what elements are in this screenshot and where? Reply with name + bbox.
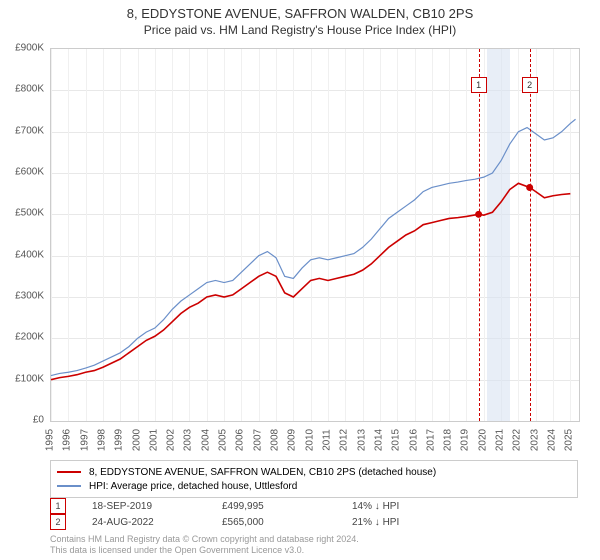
x-tick-label: 2022 (512, 429, 523, 451)
event-badge: 2 (50, 514, 66, 530)
y-tick-label: £400K (15, 249, 44, 260)
event-date: 24-AUG-2022 (92, 517, 222, 528)
x-tick-label: 1995 (45, 429, 56, 451)
legend-label: 8, EDDYSTONE AVENUE, SAFFRON WALDEN, CB1… (89, 467, 436, 478)
x-tick-label: 2006 (235, 429, 246, 451)
event-row: 2 24-AUG-2022£565,00021% ↓ HPI (50, 514, 578, 530)
legend-label: HPI: Average price, detached house, Uttl… (89, 481, 297, 492)
chart-subtitle: Price paid vs. HM Land Registry's House … (0, 21, 600, 37)
series-line-hpi (51, 119, 576, 375)
marker-badge: 1 (471, 77, 487, 93)
x-tick-label: 2001 (148, 429, 159, 451)
x-tick-label: 2023 (529, 429, 540, 451)
x-tick-label: 2012 (339, 429, 350, 451)
legend-swatch (57, 485, 81, 487)
x-tick-label: 2021 (495, 429, 506, 451)
x-tick-label: 2025 (564, 429, 575, 451)
legend-swatch (57, 471, 81, 473)
x-tick-label: 2010 (304, 429, 315, 451)
x-tick-label: 2019 (460, 429, 471, 451)
x-tick-label: 1997 (79, 429, 90, 451)
x-tick-label: 1999 (114, 429, 125, 451)
x-tick-label: 1996 (62, 429, 73, 451)
x-tick-label: 2003 (183, 429, 194, 451)
event-badge: 1 (50, 498, 66, 514)
marker-line (530, 49, 531, 421)
event-delta: 14% ↓ HPI (352, 501, 482, 512)
y-tick-label: £900K (15, 43, 44, 54)
legend-row: HPI: Average price, detached house, Uttl… (57, 479, 571, 493)
y-tick-label: £200K (15, 332, 44, 343)
marker-line (479, 49, 480, 421)
x-tick-label: 2024 (547, 429, 558, 451)
x-tick-label: 2008 (270, 429, 281, 451)
y-tick-label: £0 (33, 415, 44, 426)
y-tick-label: £700K (15, 125, 44, 136)
x-tick-label: 2017 (425, 429, 436, 451)
x-tick-label: 2002 (166, 429, 177, 451)
footer-line-2: This data is licensed under the Open Gov… (50, 545, 359, 556)
event-price: £565,000 (222, 517, 352, 528)
x-tick-label: 2005 (218, 429, 229, 451)
event-price: £499,995 (222, 501, 352, 512)
x-tick-label: 2009 (287, 429, 298, 451)
x-tick-label: 2004 (200, 429, 211, 451)
x-tick-label: 2011 (321, 429, 332, 451)
y-tick-label: £100K (15, 373, 44, 384)
y-tick-label: £600K (15, 167, 44, 178)
series-line-property (51, 183, 570, 379)
event-delta: 21% ↓ HPI (352, 517, 482, 528)
y-axis: £0£100K£200K£300K£400K£500K£600K£700K£80… (0, 48, 48, 420)
legend: 8, EDDYSTONE AVENUE, SAFFRON WALDEN, CB1… (50, 460, 578, 498)
legend-row: 8, EDDYSTONE AVENUE, SAFFRON WALDEN, CB1… (57, 465, 571, 479)
y-tick-label: £500K (15, 208, 44, 219)
x-tick-label: 2016 (408, 429, 419, 451)
event-row: 1 18-SEP-2019£499,99514% ↓ HPI (50, 498, 578, 514)
x-axis: 1995199619971998199920002001200220032004… (50, 422, 578, 462)
x-tick-label: 2000 (131, 429, 142, 451)
footer-line-1: Contains HM Land Registry data © Crown c… (50, 534, 359, 545)
marker-badge: 2 (522, 77, 538, 93)
x-tick-label: 1998 (96, 429, 107, 451)
plot-svg (51, 49, 579, 421)
event-date: 18-SEP-2019 (92, 501, 222, 512)
x-tick-label: 2018 (443, 429, 454, 451)
plot-area: 12 (50, 48, 580, 422)
x-tick-label: 2013 (356, 429, 367, 451)
chart-container: 8, EDDYSTONE AVENUE, SAFFRON WALDEN, CB1… (0, 0, 600, 560)
y-tick-label: £800K (15, 84, 44, 95)
footer: Contains HM Land Registry data © Crown c… (50, 534, 359, 556)
x-tick-label: 2007 (252, 429, 263, 451)
x-tick-label: 2014 (373, 429, 384, 451)
y-tick-label: £300K (15, 291, 44, 302)
events-table: 1 18-SEP-2019£499,99514% ↓ HPI 2 24-AUG-202… (50, 498, 578, 530)
x-tick-label: 2015 (391, 429, 402, 451)
x-tick-label: 2020 (477, 429, 488, 451)
chart-title: 8, EDDYSTONE AVENUE, SAFFRON WALDEN, CB1… (0, 0, 600, 21)
